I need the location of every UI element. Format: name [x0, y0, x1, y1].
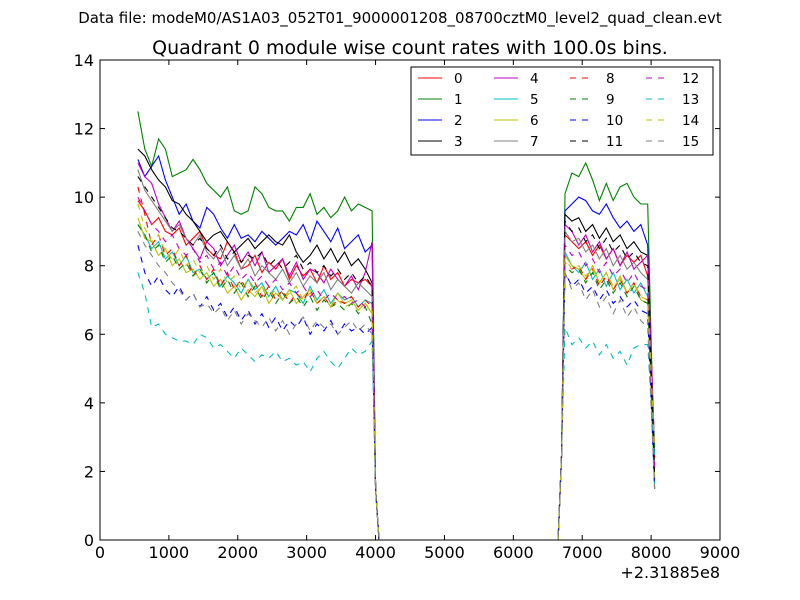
y-tick-label: 4: [84, 394, 94, 413]
legend-label-3: 3: [454, 134, 463, 150]
x-tick-label: 8000: [631, 543, 672, 562]
legend-label-13: 13: [682, 92, 699, 108]
chart-title: Quadrant 0 module wise count rates with …: [152, 37, 668, 59]
y-tick-label: 10: [74, 188, 94, 207]
legend-label-7: 7: [530, 134, 539, 150]
x-tick-label: 0: [95, 543, 105, 562]
series-line-14: [137, 203, 656, 541]
series-line-2: [137, 154, 656, 541]
x-tick-label: 3000: [286, 543, 327, 562]
x-tick-label: 6000: [493, 543, 534, 562]
chart-suptitle: Data file: modeM0/AS1A03_052T01_90000012…: [78, 9, 722, 28]
legend-label-9: 9: [606, 92, 615, 108]
series-line-11: [137, 176, 656, 541]
series-line-5: [137, 224, 656, 541]
legend-label-8: 8: [606, 71, 615, 87]
series-line-8: [137, 186, 656, 541]
series-line-12: [137, 196, 656, 541]
legend-label-0: 0: [454, 71, 463, 87]
y-tick-label: 6: [84, 325, 94, 344]
series-line-3: [137, 148, 656, 541]
y-tick-label: 0: [84, 531, 94, 550]
legend-label-12: 12: [682, 71, 699, 87]
legend-label-15: 15: [682, 134, 699, 150]
x-tick-label: 5000: [424, 543, 465, 562]
x-tick-label: 1000: [149, 543, 190, 562]
series-line-7: [137, 169, 656, 541]
legend-label-6: 6: [530, 113, 539, 129]
legend-label-2: 2: [454, 113, 463, 129]
y-tick-label: 14: [74, 51, 94, 70]
legend-frame: [410, 66, 714, 156]
legend-label-1: 1: [454, 92, 463, 108]
series-line-15: [137, 231, 656, 541]
x-tick-label: 2000: [217, 543, 258, 562]
x-tick-label: 4000: [355, 543, 396, 562]
series-line-9: [137, 224, 656, 541]
series-line-4: [137, 162, 656, 541]
legend-label-5: 5: [530, 92, 539, 108]
y-tick-label: 12: [74, 120, 94, 139]
x-offset-label: +2.31885e8: [620, 563, 720, 582]
plot-frame: [99, 59, 721, 541]
y-tick-label: 2: [84, 462, 94, 481]
legend-label-14: 14: [682, 113, 699, 129]
y-tick-label: 8: [84, 257, 94, 276]
legend-label-4: 4: [530, 71, 539, 87]
series-line-1: [137, 111, 656, 541]
legend-label-11: 11: [606, 134, 623, 150]
legend-label-10: 10: [606, 113, 623, 129]
series-line-6: [137, 217, 656, 541]
axis-ticks: 0 1000 2000 3000 4000 5000 6000 7000 8000 9000 0 2 4…: [74, 51, 741, 562]
plot-lines: [137, 111, 656, 541]
x-tick-label: 9000: [700, 543, 741, 562]
x-tick-label: 7000: [562, 543, 603, 562]
series-line-10: [137, 244, 656, 541]
series-line-13: [137, 272, 656, 541]
